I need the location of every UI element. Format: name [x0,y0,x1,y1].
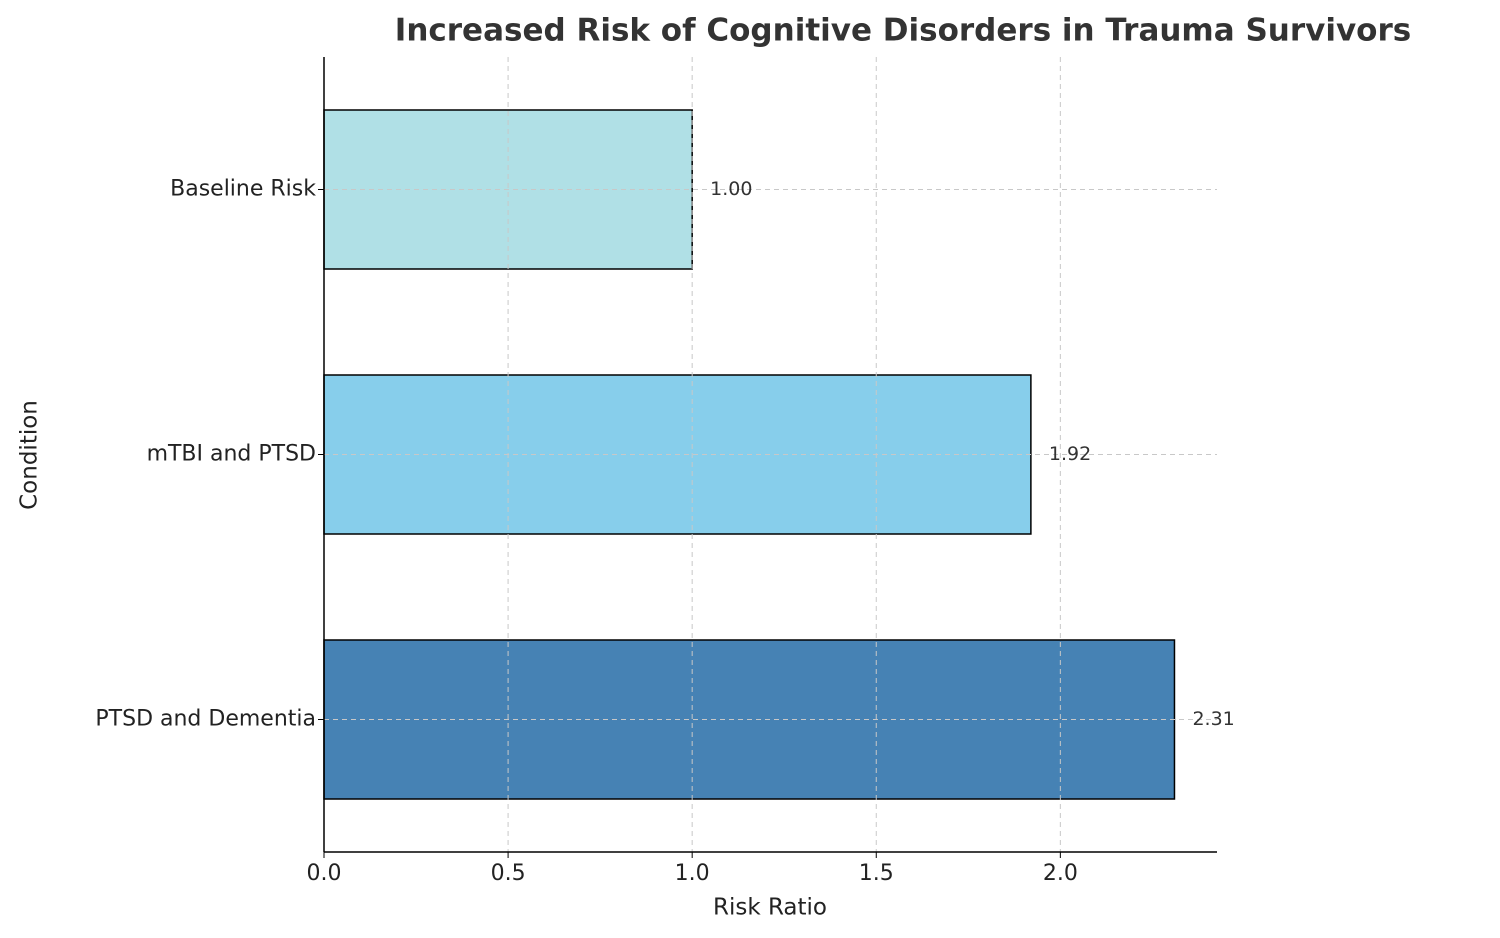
y-tick-label: Baseline Risk [170,177,316,202]
x-tick-label: 1.0 [675,861,710,886]
x-tick-label: 1.5 [859,861,894,886]
value-label: 1.92 [1049,443,1091,465]
y-axis-label: Condition [17,400,43,510]
chart-title: Increased Risk of Cognitive Disorders in… [395,13,1411,49]
value-label: 1.00 [710,178,752,200]
x-tick-label: 2.0 [1043,861,1078,886]
value-label: 2.31 [1192,708,1234,730]
x-axis-label: Risk Ratio [713,895,827,921]
y-tick-label: mTBI and PTSD [147,442,316,467]
x-tick-label: 0.0 [307,861,342,886]
y-tick-label: PTSD and Dementia [95,707,316,732]
x-tick-label: 0.5 [491,861,526,886]
